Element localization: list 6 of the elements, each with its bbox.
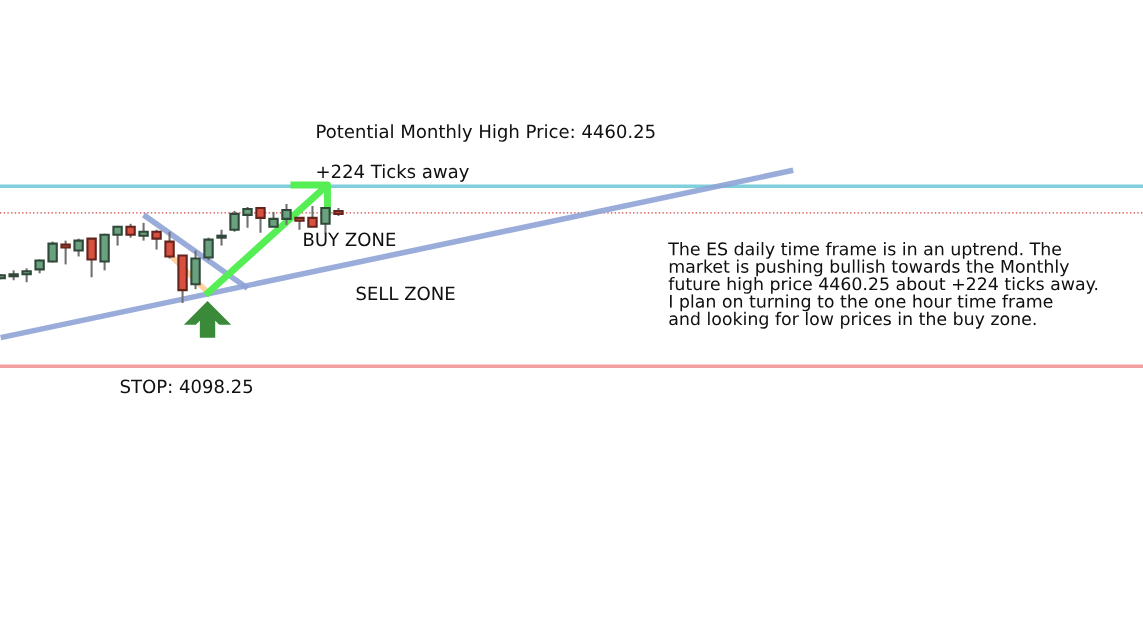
annotation: The ES daily time frame is in an uptrend. The market is pushing bullish towards the Monthly future high price 4460.25 about +224 ticks away. I plan on turning to the one hour time frame and looking for low prices in the buy zone. (668, 242, 1098, 329)
annotation: BUY ZONE (304, 232, 396, 247)
text: +224 Ticks away (317, 164, 469, 182)
text: STOP: 4098.25 (120, 379, 253, 394)
text: Potential Monthly High Price: 4460.25 (317, 124, 655, 142)
annotation: SELL ZONE (356, 286, 455, 301)
